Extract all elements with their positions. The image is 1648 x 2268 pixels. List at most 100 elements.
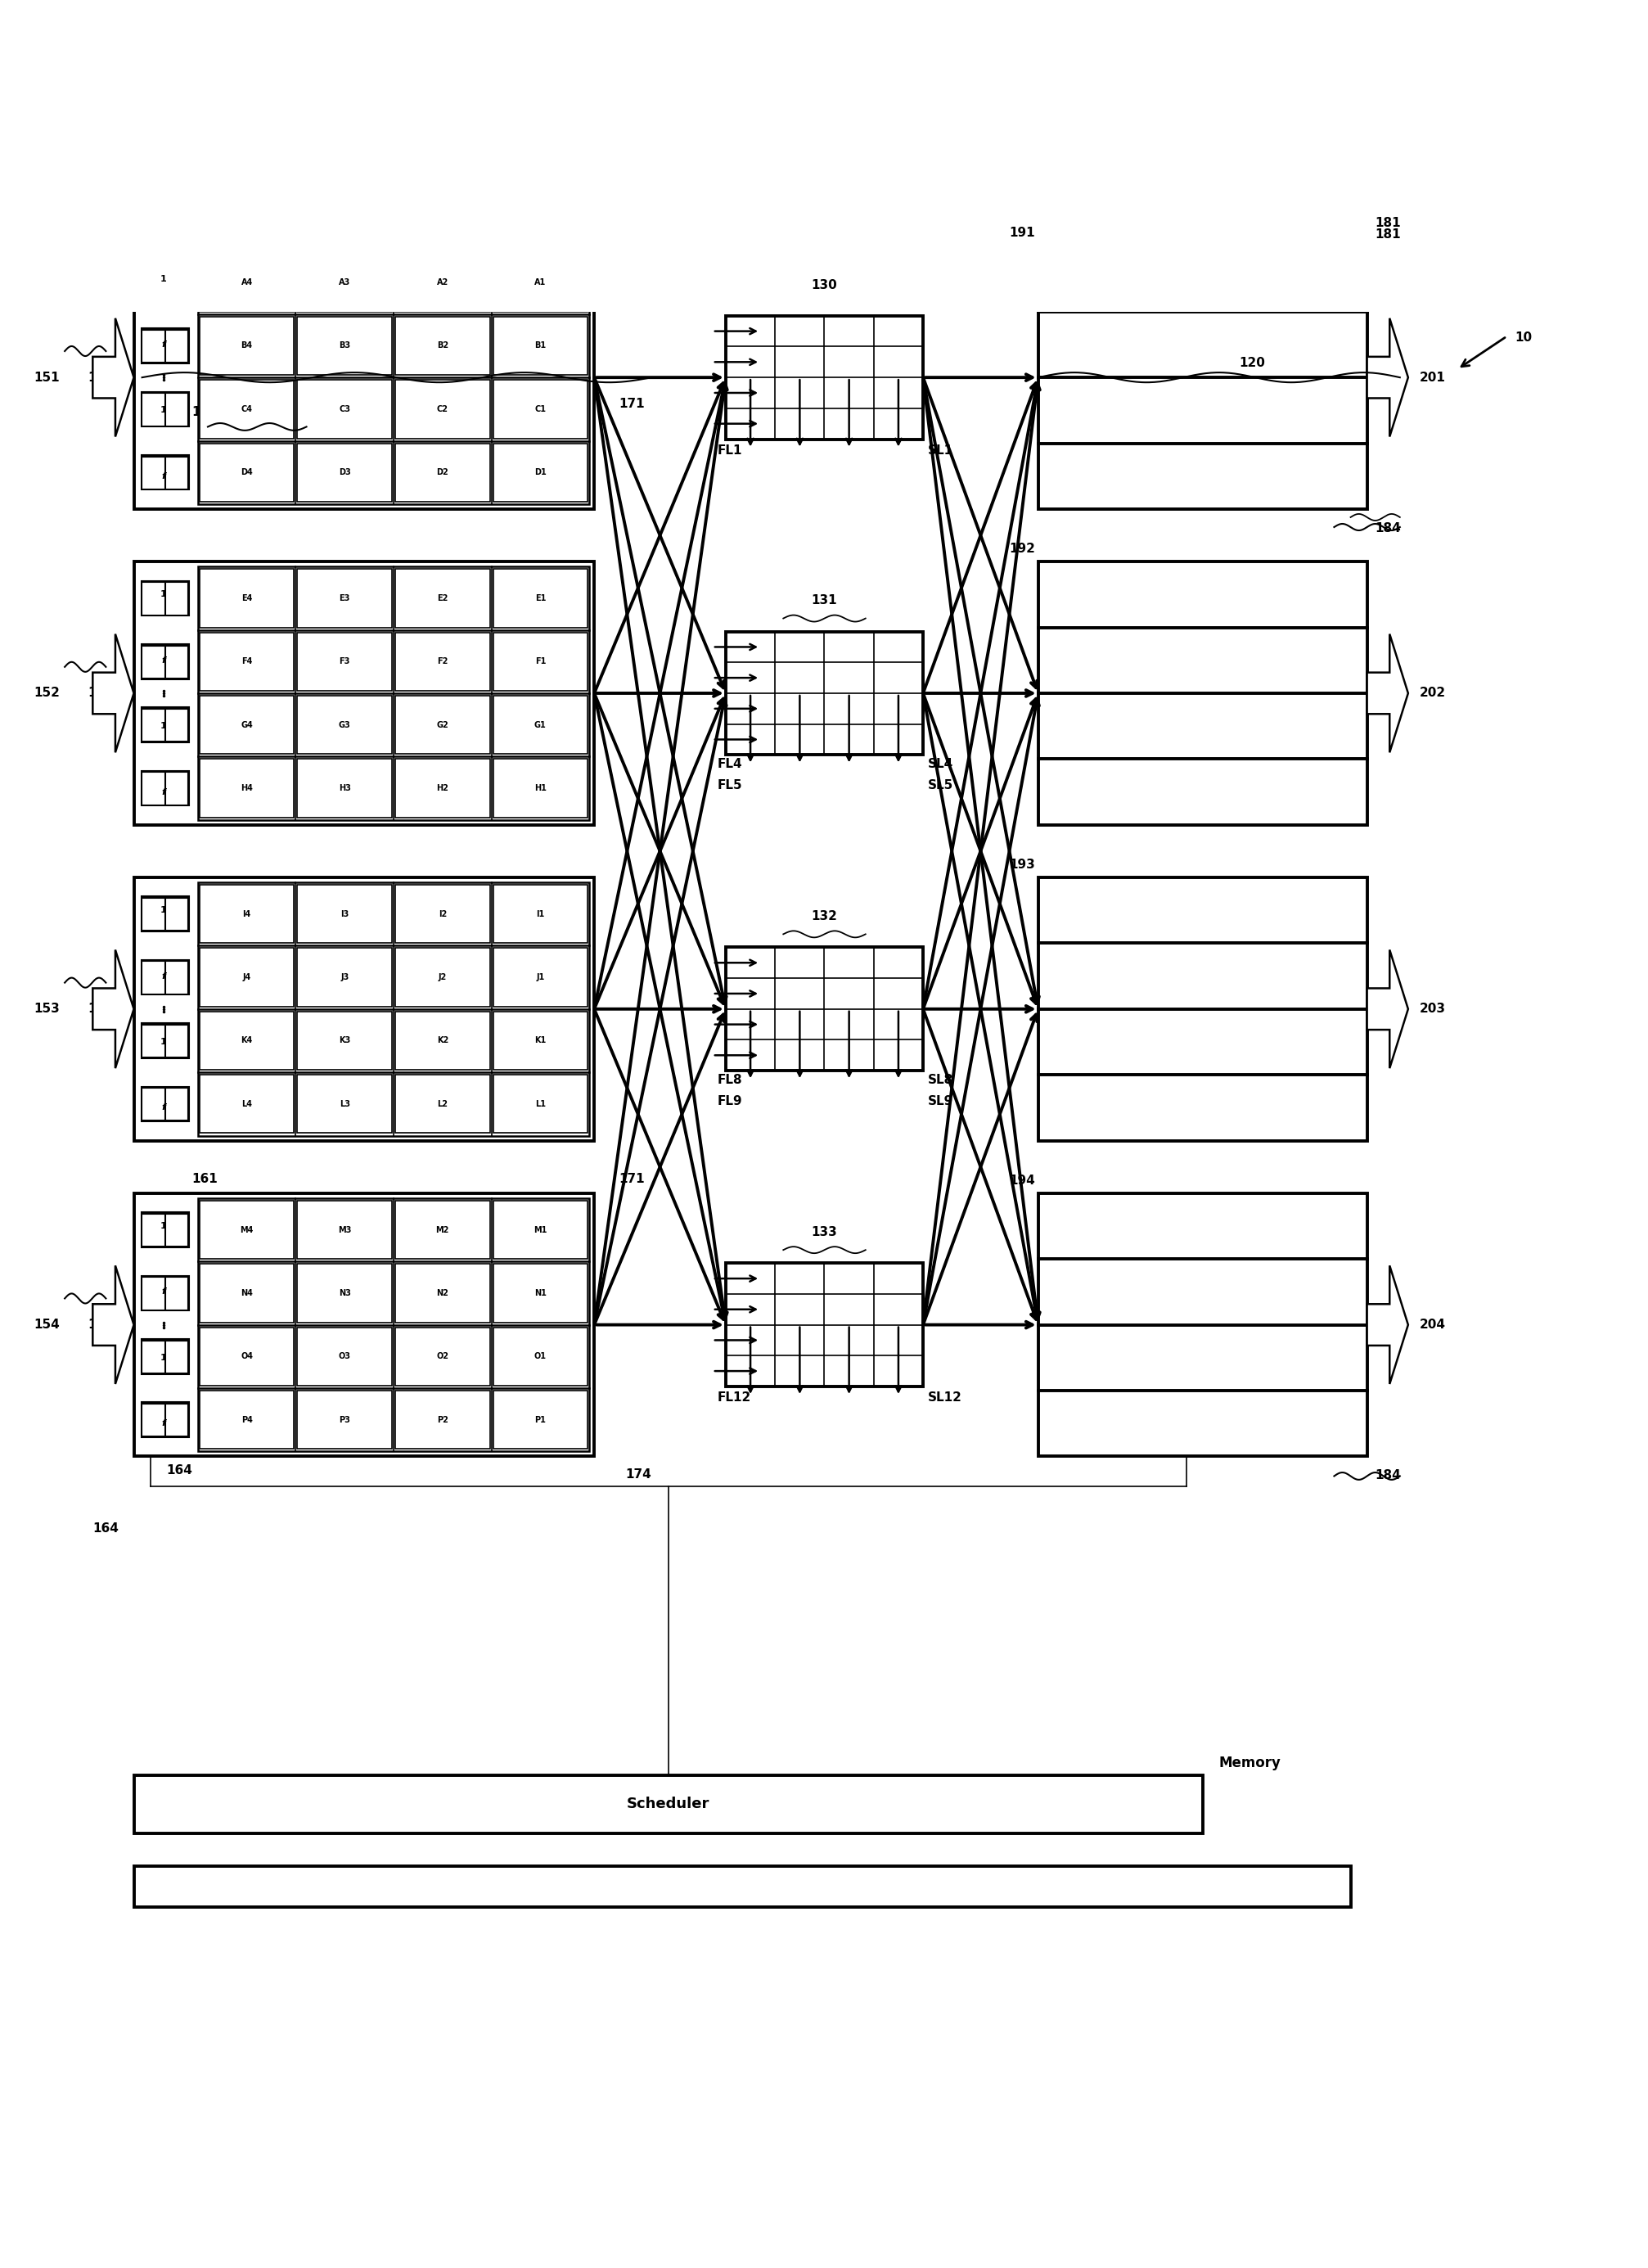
Bar — [165, 771, 188, 805]
Text: 130: 130 — [811, 279, 837, 290]
Text: 161: 161 — [191, 406, 218, 420]
Text: N3: N3 — [338, 1288, 351, 1297]
Text: 184: 184 — [1374, 1470, 1401, 1481]
Bar — [396, 633, 489, 692]
Text: f: f — [162, 1420, 165, 1427]
Bar — [199, 1012, 293, 1070]
Bar — [297, 1390, 392, 1449]
Polygon shape — [1366, 950, 1407, 1068]
Text: 1: 1 — [160, 590, 166, 599]
Bar — [725, 315, 923, 440]
Bar — [297, 381, 392, 438]
Text: K3: K3 — [339, 1036, 351, 1046]
Bar — [297, 1263, 392, 1322]
Text: J2: J2 — [438, 973, 447, 982]
Bar — [493, 1390, 587, 1449]
Bar — [396, 442, 489, 501]
Bar — [165, 1277, 188, 1309]
Text: P3: P3 — [339, 1415, 349, 1424]
Text: 192: 192 — [1009, 542, 1035, 556]
Bar — [142, 583, 165, 615]
Text: 174: 174 — [626, 1470, 651, 1481]
Bar — [493, 1075, 587, 1134]
Bar — [142, 710, 165, 742]
Text: B2: B2 — [437, 342, 448, 349]
Text: G2: G2 — [437, 721, 448, 728]
Bar — [297, 1200, 392, 1259]
Bar — [1038, 245, 1366, 508]
Text: P4: P4 — [241, 1415, 252, 1424]
Text: FL5: FL5 — [717, 780, 742, 792]
Text: f: f — [162, 973, 165, 980]
Text: f: f — [162, 655, 165, 665]
Text: M4: M4 — [241, 1225, 254, 1234]
Text: FL8: FL8 — [717, 1075, 742, 1086]
Bar — [396, 569, 489, 628]
Text: N1: N1 — [534, 1288, 545, 1297]
Text: 141: 141 — [87, 372, 114, 383]
Bar — [142, 1025, 165, 1057]
Polygon shape — [92, 950, 133, 1068]
Text: 120: 120 — [1238, 356, 1264, 370]
Bar — [198, 567, 588, 819]
Text: F2: F2 — [437, 658, 448, 665]
Bar — [198, 252, 588, 503]
Text: f: f — [162, 1288, 165, 1295]
Text: f: f — [162, 1105, 165, 1111]
Bar — [396, 885, 489, 943]
Bar — [396, 1327, 489, 1386]
Bar — [142, 456, 188, 490]
Text: P1: P1 — [534, 1415, 545, 1424]
Text: A1: A1 — [534, 279, 545, 286]
Text: P2: P2 — [437, 1415, 448, 1424]
Bar — [165, 456, 188, 488]
Text: E1: E1 — [534, 594, 545, 603]
Bar — [142, 708, 188, 742]
Bar — [1038, 1193, 1366, 1456]
Bar — [142, 771, 188, 805]
Bar — [493, 1327, 587, 1386]
Bar — [493, 633, 587, 692]
Bar — [297, 885, 392, 943]
Text: 201: 201 — [1419, 372, 1445, 383]
Text: FL12: FL12 — [717, 1390, 751, 1404]
Text: SL5: SL5 — [928, 780, 953, 792]
Bar — [199, 1075, 293, 1134]
Bar — [493, 569, 587, 628]
Text: K4: K4 — [241, 1036, 252, 1046]
Text: D3: D3 — [338, 467, 351, 476]
Text: M3: M3 — [338, 1225, 351, 1234]
Bar — [142, 1340, 165, 1372]
Text: G1: G1 — [534, 721, 545, 728]
Bar — [165, 962, 188, 993]
Text: 191: 191 — [1009, 227, 1035, 240]
Bar — [396, 948, 489, 1007]
Bar — [725, 948, 923, 1070]
Bar — [725, 631, 923, 755]
Bar — [297, 569, 392, 628]
Text: FL4: FL4 — [717, 758, 742, 771]
Bar — [142, 1089, 165, 1120]
Bar — [199, 569, 293, 628]
Bar — [199, 381, 293, 438]
Bar — [142, 959, 188, 996]
Text: 193: 193 — [1009, 860, 1035, 871]
Bar — [297, 948, 392, 1007]
Bar — [493, 318, 587, 374]
Bar — [493, 1012, 587, 1070]
Text: 164: 164 — [92, 1522, 119, 1535]
Bar — [165, 1089, 188, 1120]
Bar — [142, 1086, 188, 1120]
Text: K1: K1 — [534, 1036, 545, 1046]
Text: FIG. 1A: FIG. 1A — [778, 354, 870, 376]
Bar — [142, 392, 165, 424]
Text: 1: 1 — [160, 1039, 166, 1046]
Text: A4: A4 — [241, 279, 252, 286]
Text: 1: 1 — [160, 1222, 166, 1229]
Bar — [1038, 878, 1366, 1141]
Bar — [297, 1327, 392, 1386]
Text: A2: A2 — [437, 279, 448, 286]
Text: O4: O4 — [241, 1352, 252, 1361]
Bar — [142, 896, 188, 932]
Text: M1: M1 — [534, 1225, 547, 1234]
